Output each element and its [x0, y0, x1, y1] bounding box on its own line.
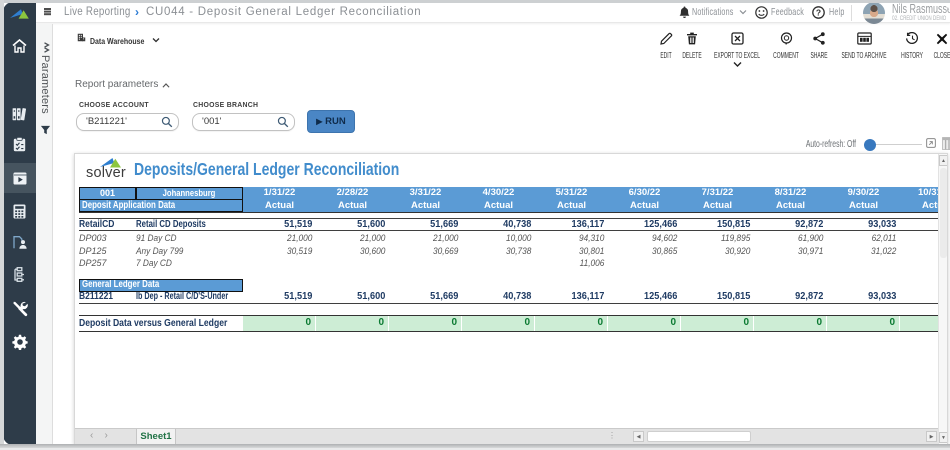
svg-text:?: ? — [816, 7, 821, 17]
